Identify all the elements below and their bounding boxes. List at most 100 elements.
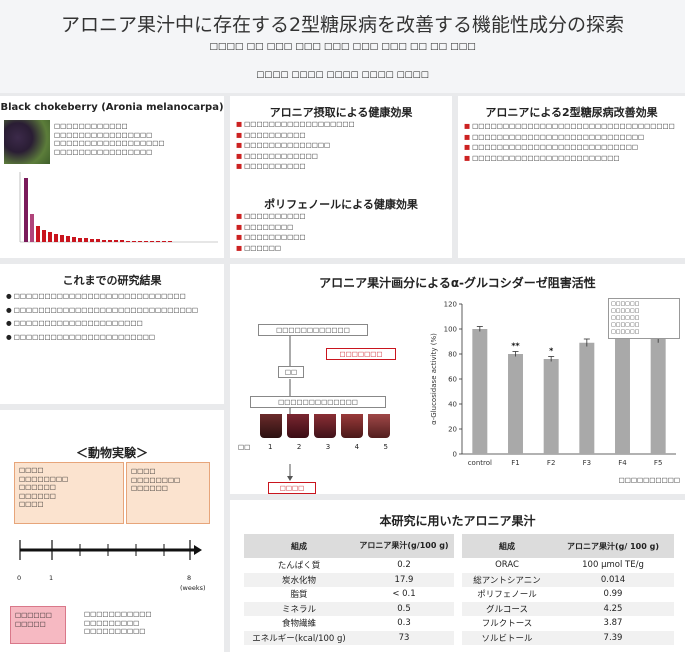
black-chokeberry-notes: □□□□□□□□□□□□ □□□□□□□□□□□□□□□□ □□□□□□□□□□… bbox=[54, 122, 165, 156]
experiment-timeline bbox=[19, 540, 202, 560]
chart-legend: □□□□□□ □□□□□□ □□□□□□ □□□□□□ □□□□□□ bbox=[608, 298, 680, 339]
bar-F5 bbox=[650, 339, 666, 454]
bar-F2 bbox=[543, 359, 559, 454]
timeline-week-1: 1 bbox=[49, 574, 54, 582]
table-row: フルクトース 3.87 bbox=[481, 618, 623, 630]
list-item: ■ □□□□□□□□□□□□ bbox=[236, 151, 318, 160]
x-tick-label: F5 bbox=[654, 459, 662, 467]
significance-mark: * bbox=[549, 347, 554, 356]
bar-control bbox=[472, 329, 488, 454]
column-box: □□□□□□□□□□□□ bbox=[258, 324, 368, 336]
y-tick-label: 100 bbox=[444, 326, 457, 334]
list-item: ■ □□□□□□□□□□ bbox=[236, 233, 306, 241]
bar-F1 bbox=[508, 354, 523, 454]
berry-photo bbox=[4, 120, 50, 164]
polyphenol-effect-list: ■ □□□□□□□□□□ ■ □□□□□□□□ ■ □□□□□□□□□□ ■ □□□□□… bbox=[236, 212, 446, 254]
fraction-numbers: 1 2 3 4 5 bbox=[268, 443, 388, 451]
list-item: ● □□□□□□□□□□□□□□□□□□□□□ bbox=[6, 319, 143, 327]
panel-title: アロニア果汁画分によるα-グルコシダーゼ阻害活性 bbox=[319, 276, 596, 290]
list-item: ■ □□□□□□ bbox=[236, 243, 282, 252]
table-header: 組成 アロニア果汁(g/ 100 g) bbox=[462, 534, 674, 558]
y-tick-label: 120 bbox=[444, 301, 457, 309]
table-row: 食物繊維 0.3 bbox=[281, 618, 411, 630]
group-assignment-box: □□□□ □□□□□□□□ □□□□□□ □□□□□□ □□□□ bbox=[14, 462, 124, 524]
panel-animal-experiment: ＜動物実験＞ □□□□ □□□□□□□□ □□□□□□ □□□□□□ □□□□ … bbox=[0, 410, 224, 652]
mouse-box: □□□□□□ □□□□□ bbox=[10, 606, 66, 644]
list-item: ■ □□□□□□□□□□□□□□□□□□ bbox=[236, 120, 355, 128]
juice-box: □□□□□□□ bbox=[326, 348, 396, 360]
table-row: 炭水化物 17.9 bbox=[244, 572, 454, 587]
panel-composition: 本研究に用いたアロニア果汁 組成 アロニア果汁(g/100 g) たんぱく質 0.… bbox=[230, 500, 685, 652]
table-header: 組成 アロニア果汁(g/100 g) bbox=[244, 534, 454, 558]
y-axis-label: α-Glucosidase activity (%) bbox=[430, 333, 438, 425]
fraction-label: □□ bbox=[238, 443, 251, 451]
panel-title: これまでの研究結果 bbox=[62, 274, 162, 287]
experiment-notes: □□□□□□□□□□□ □□□□□□□□□ □□□□□□□□□□ bbox=[84, 610, 152, 635]
table-row: ポリフェノール 0.99 bbox=[477, 589, 623, 601]
table-row: ミネラル 0.5 bbox=[244, 601, 454, 616]
table-row: ソルビトール 7.39 bbox=[462, 630, 674, 645]
table-row: 総アントシアニン 0.014 bbox=[462, 572, 674, 587]
panel-alpha-glucosidase: アロニア果汁画分によるα-グルコシダーゼ阻害活性 □□□□□□□□□□□□ □□… bbox=[230, 264, 685, 494]
bar-F4 bbox=[615, 336, 630, 454]
y-tick-label: 0 bbox=[453, 451, 457, 459]
panel-black-chokeberry: Black chokeberry (Aronia melanocarpa) □□… bbox=[0, 96, 224, 258]
bar-F3 bbox=[579, 342, 595, 454]
intake-effect-list: ■ □□□□□□□□□□□□□□□□□□ ■ □□□□□□□□□□ ■ □□□□□□□… bbox=[236, 120, 446, 173]
y-tick-label: 60 bbox=[448, 376, 457, 384]
significance-note: □□□□□□□□□□ bbox=[618, 476, 680, 484]
alpha-glucosidase-chart: 0 20 40 60 80 100 120 α-Glucosidase activity (%… bbox=[430, 301, 676, 467]
panel-title: 本研究に用いたアロニア果汁 bbox=[379, 514, 536, 528]
list-item: ■ □□□□□□□□□□□□□□□□□□□□□□□□□□□□□□□□□ bbox=[464, 122, 675, 130]
composition-table-right: 組成 アロニア果汁(g/ 100 g) ORAC 100 μmol TE/g 総ア… bbox=[462, 534, 674, 645]
list-item: ● □□□□□□□□□□□□□□□□□□□□□□□□□□□□ bbox=[6, 292, 186, 300]
polyphenol-comparison-chart bbox=[19, 172, 218, 243]
list-item: ● □□□□□□□□□□□□□□□□□□□□□□□ bbox=[6, 332, 156, 341]
fraction-tubes bbox=[260, 414, 390, 438]
composition-table-left: 組成 アロニア果汁(g/100 g) たんぱく質 0.2 炭水化物 17.9 脂質 <… bbox=[244, 534, 454, 645]
panel-t2d-effects: アロニアによる2型糖尿病改善効果 ■ □□□□□□□□□□□□□□□□□□□□□□… bbox=[458, 96, 685, 258]
poster-title: アロニア果汁中に存在する2型糖尿病を改善する機能性成分の探索 bbox=[60, 14, 625, 36]
list-item: ● □□□□□□□□□□□□□□□□□□□□□□□□□□□□□□ bbox=[6, 305, 198, 314]
y-tick-label: 20 bbox=[448, 426, 457, 434]
t2d-effect-list: ■ □□□□□□□□□□□□□□□□□□□□□□□□□□□□□□□□□ ■ □□□□… bbox=[464, 122, 680, 164]
timeline-unit: (weeks) bbox=[180, 584, 206, 592]
x-tick-label: F2 bbox=[547, 459, 555, 467]
x-tick-label: F3 bbox=[583, 459, 591, 467]
fractionation-flow-arrows bbox=[287, 336, 293, 481]
timeline-start: 0 bbox=[17, 574, 22, 582]
list-item: ■ □□□□□□□□□□ bbox=[236, 162, 306, 170]
author-list: □□□□ □□ □□□ □□□ □□□ □□□ □□□ □□ □□ □□□ bbox=[209, 42, 476, 52]
timeline-week-8: 8 bbox=[187, 574, 192, 582]
affiliation-list: □□□□ □□□□ □□□□ □□□□ □□□□ bbox=[256, 70, 429, 80]
significance-mark: ** bbox=[511, 342, 520, 351]
list-item: ■ □□□□□□□□ bbox=[236, 222, 294, 231]
panel-title: Black chokeberry (Aronia melanocarpa) bbox=[0, 102, 224, 113]
panel-subtitle: ポリフェノールによる健康効果 bbox=[264, 198, 418, 211]
list-item: ■ □□□□□□□□□□ bbox=[236, 130, 306, 139]
table-row: たんぱく質 0.2 bbox=[277, 560, 411, 572]
concentrate-box: □□□□ bbox=[268, 482, 316, 494]
panel-title: アロニア摂取による健康効果 bbox=[269, 106, 413, 119]
previous-results-list: ● □□□□□□□□□□□□□□□□□□□□□□□□□□□□ ● □□□□□□□… bbox=[6, 292, 220, 343]
list-item: ■ □□□□□□□□□□□□□□ bbox=[236, 141, 331, 149]
table-row: エネルギー(kcal/100 g) 73 bbox=[244, 630, 454, 645]
table-row: 脂質 < 0.1 bbox=[290, 589, 416, 601]
panel-previous-results: これまでの研究結果 ● □□□□□□□□□□□□□□□□□□□□□□□□□□□□… bbox=[0, 264, 224, 404]
panel-title: アロニアによる2型糖尿病改善効果 bbox=[485, 106, 658, 119]
poster-header bbox=[0, 0, 685, 93]
panel-intake-effects: アロニア摂取による健康効果 ■ □□□□□□□□□□□□□□□□□□ ■ □□□□□… bbox=[230, 96, 452, 258]
x-tick-label: control bbox=[468, 459, 492, 467]
elution-box: □□□□□□□□□□□□□ bbox=[250, 396, 386, 408]
y-tick-label: 80 bbox=[448, 351, 457, 359]
list-item: ■ □□□□□□□□□□□□□□□□□□□□□□□□ bbox=[464, 153, 620, 162]
dissection-box: □□□□ □□□□□□□□ □□□□□□ bbox=[126, 462, 210, 524]
x-tick-label: F1 bbox=[511, 459, 519, 467]
wash-box: □□ bbox=[278, 366, 304, 378]
x-tick-label: F4 bbox=[618, 459, 627, 467]
table-row: ORAC 100 μmol TE/g bbox=[495, 560, 644, 571]
list-item: ■ □□□□□□□□□□□□□□□□□□□□□□□□□□□□ bbox=[464, 132, 645, 141]
y-tick-label: 40 bbox=[448, 401, 457, 409]
list-item: ■ □□□□□□□□□□ bbox=[236, 212, 306, 220]
panel-title: ＜動物実験＞ bbox=[75, 446, 148, 460]
